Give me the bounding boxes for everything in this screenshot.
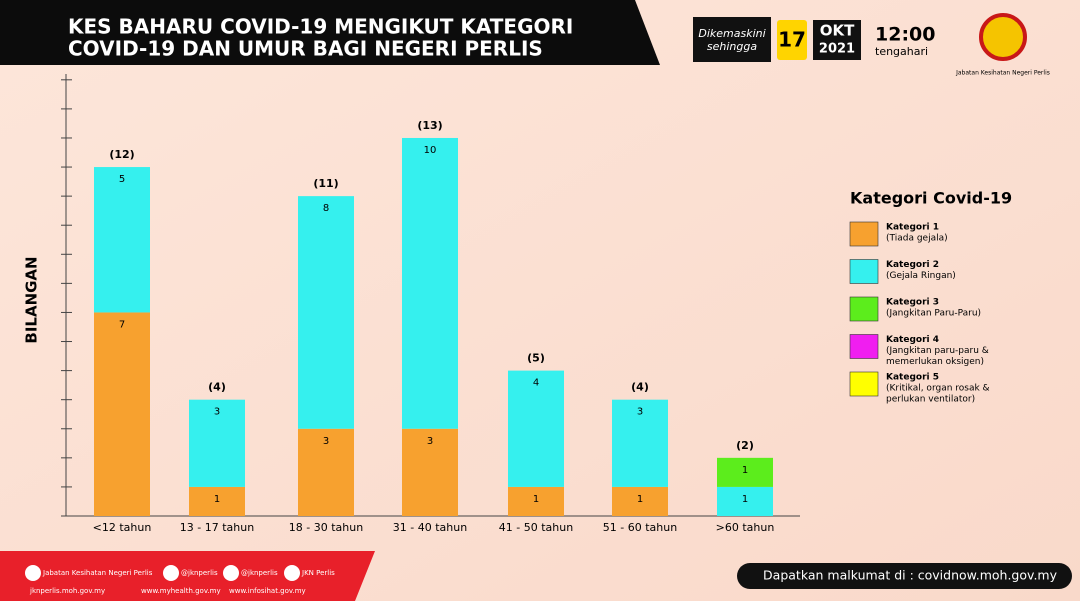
chart-area: <12 tahun 7 5 (12) 13 - 17 tahun 1 3 (4) 18 - 30…	[25, 79, 990, 595]
social-icon	[223, 565, 239, 581]
total-label: (4)	[208, 381, 226, 394]
info-text: Dapatkan malkumat di : covidnow.moh.gov.…	[763, 568, 1058, 583]
updated-label: Dikemaskini	[698, 27, 765, 40]
bar-segment	[612, 486, 668, 516]
time-note: tengahari	[875, 45, 928, 58]
day: 17	[778, 28, 806, 52]
x-tick-label: 18 - 30 tahun	[289, 521, 363, 534]
x-tick-label: >60 tahun	[716, 521, 775, 534]
legend-swatch	[849, 221, 879, 247]
x-tick-label: 41 - 50 tahun	[499, 521, 573, 534]
social-icon	[284, 565, 300, 581]
bar-segment	[298, 196, 354, 429]
info-bar	[737, 563, 1072, 589]
bar-segment	[94, 167, 150, 313]
value-label: 1	[742, 465, 748, 476]
value-label: 5	[119, 174, 125, 185]
total-label: (11)	[313, 177, 338, 190]
legend-name: Kategori 5	[886, 373, 939, 383]
title-line: COVID-19 DAN UMUR BAGI NEGERI PERLIS	[68, 37, 543, 61]
legend-swatch	[849, 334, 879, 359]
bar-segment	[717, 457, 773, 487]
footer-band	[0, 551, 375, 601]
title-line: KES BAHARU COVID-19 MENGIKUT KATEGORI	[68, 15, 573, 39]
social-handle: @jknperlis	[241, 569, 278, 577]
footer-link: www.myhealth.gov.my	[141, 587, 221, 595]
footer-link: jknperlis.moh.gov.my	[29, 587, 105, 595]
value-label: 1	[742, 494, 748, 505]
year: 2021	[819, 42, 855, 57]
legend-name: Kategori 4	[886, 335, 939, 345]
social-handle: JKN Perlis	[301, 569, 335, 577]
legend-title: Kategori Covid-19	[850, 189, 1012, 208]
total-label: (13)	[417, 119, 442, 132]
value-label: 3	[323, 436, 329, 447]
time: 12:00	[875, 24, 935, 46]
value-label: 1	[637, 494, 643, 505]
x-tick-label: <12 tahun	[93, 521, 152, 534]
updated-label: sehingga	[707, 40, 757, 53]
value-label: 4	[533, 378, 539, 389]
bar-segment	[508, 486, 564, 516]
social-handle: @jknperlis	[181, 569, 218, 577]
value-label: 3	[214, 407, 220, 418]
value-label: 3	[637, 407, 643, 418]
total-label: (4)	[631, 381, 649, 394]
bar-segment	[189, 486, 245, 516]
total-label: (2)	[736, 439, 754, 452]
legend-swatch	[849, 259, 879, 284]
bar-segment	[612, 399, 668, 487]
value-label: 10	[424, 145, 437, 156]
value-label: 7	[119, 319, 125, 330]
legend-description: memerlukan oksigen)	[886, 357, 984, 367]
total-label: (12)	[109, 148, 134, 161]
bar-segment	[402, 137, 458, 429]
social-icon	[163, 565, 179, 581]
legend-name: Kategori 1	[886, 223, 939, 233]
agency: Jabatan Kesihatan Negeri Perlis	[955, 70, 1050, 77]
bar-segment	[402, 428, 458, 516]
x-tick-label: 31 - 40 tahun	[393, 521, 467, 534]
total-label: (5)	[527, 352, 545, 365]
bar-segment	[189, 399, 245, 487]
value-label: 8	[323, 203, 329, 214]
bar-segment	[717, 486, 773, 516]
bar-segment	[298, 428, 354, 516]
legend-description: perlukan ventilator)	[886, 395, 975, 405]
value-label: 1	[214, 494, 220, 505]
legend-description: (Jangkitan Paru-Paru)	[886, 309, 981, 319]
bar-segment	[94, 312, 150, 516]
date-box	[813, 20, 861, 60]
y-axis-label: BILANGAN	[23, 256, 41, 343]
social-handle: Jabatan Kesihatan Negeri Perlis	[42, 569, 153, 577]
x-tick-label: 13 - 17 tahun	[180, 521, 254, 534]
crest	[979, 13, 1027, 61]
updated-box	[693, 17, 771, 62]
month: OKT	[820, 22, 855, 40]
value-label: 1	[533, 494, 539, 505]
day-box	[777, 20, 807, 60]
x-tick-label: 51 - 60 tahun	[603, 521, 677, 534]
footer-link: www.infosihat.gov.my	[229, 587, 306, 595]
value-label: 3	[427, 436, 433, 447]
legend-description: (Kritikal, organ rosak &	[886, 384, 990, 394]
social-icon	[25, 565, 41, 581]
legend-description: (Tiada gejala)	[886, 234, 948, 244]
legend-name: Kategori 2	[886, 260, 939, 270]
legend-description: (Jangkitan paru-paru &	[886, 346, 989, 356]
legend-swatch	[849, 296, 879, 322]
bar-segment	[508, 370, 564, 487]
title-banner	[0, 0, 660, 65]
legend-name: Kategori 3	[886, 298, 939, 308]
legend-swatch	[849, 371, 879, 397]
legend-description: (Gejala Ringan)	[886, 271, 956, 281]
